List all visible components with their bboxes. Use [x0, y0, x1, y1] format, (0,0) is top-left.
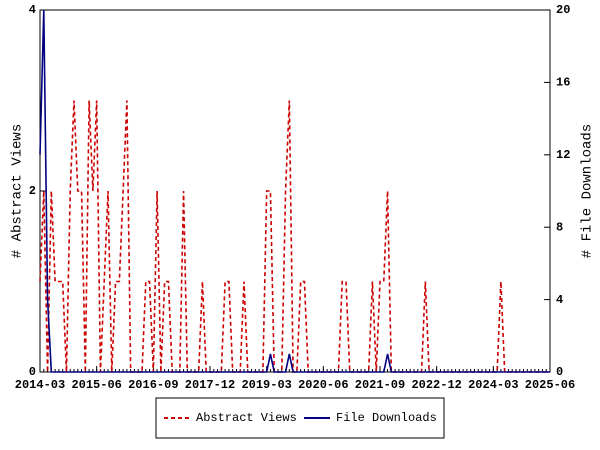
legend-label: File Downloads: [336, 411, 437, 425]
x-tick-label: 2016-09: [128, 378, 178, 392]
x-tick-label: 2020-06: [298, 378, 348, 392]
y2-tick-label: 16: [556, 76, 570, 90]
y-tick-label: 0: [29, 365, 36, 379]
x-tick-label: 2025-06: [525, 378, 575, 392]
plot-frame: [39, 9, 551, 373]
y2-axis-title: # File Downloads: [580, 124, 596, 258]
legend: [155, 397, 445, 439]
y2-tick-label: 20: [556, 3, 570, 17]
legend-label: Abstract Views: [196, 411, 297, 425]
y2-tick-label: 12: [556, 148, 570, 162]
x-tick-label: 2014-03: [15, 378, 65, 392]
y-axis-title: # Abstract Views: [10, 124, 26, 258]
x-tick-label: 2017-12: [185, 378, 235, 392]
x-tick-label: 2024-03: [468, 378, 518, 392]
x-tick-label: 2019-03: [241, 378, 291, 392]
x-tick-label: 2015-06: [71, 378, 121, 392]
series-line: [39, 9, 550, 373]
y2-tick-label: 0: [556, 365, 563, 379]
x-tick-label: 2021-09: [355, 378, 405, 392]
y-tick-label: 2: [29, 184, 36, 198]
y2-tick-label: 8: [556, 220, 563, 234]
y-tick-label: 4: [29, 3, 36, 17]
x-tick-label: 2022-12: [411, 378, 461, 392]
y2-tick-label: 4: [556, 293, 563, 307]
series-line: [39, 100, 550, 373]
